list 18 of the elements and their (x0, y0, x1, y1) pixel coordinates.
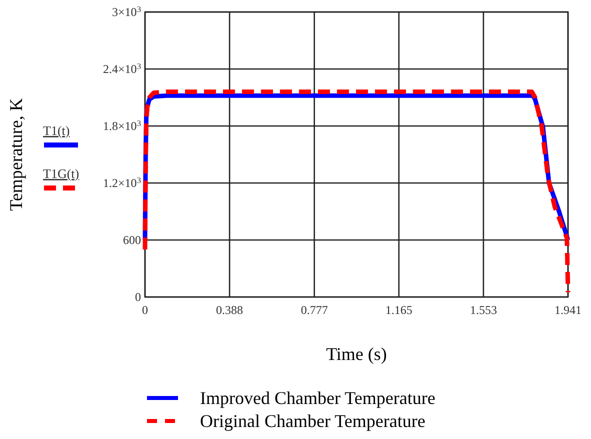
legend-label: Original Chamber Temperature (200, 411, 426, 431)
y-tick-label: 2.4×10$^{3}$ (103, 62, 141, 76)
text: T1G(t) (43, 166, 80, 181)
x-tick-label: 1.165 (385, 303, 412, 317)
x-tick-label: 0.388 (216, 303, 244, 317)
text: T1(t) (43, 123, 70, 138)
y-axis-title: Temperature, K (6, 98, 26, 211)
y-tick-label: 3×10$^{3}$ (112, 4, 141, 19)
line-series (142, 90, 570, 294)
x-axis-title: Time (s) (326, 344, 387, 364)
y-tick-label: 1.2×10$^{3}$ (103, 176, 141, 190)
y-tick-label: 600 (123, 233, 141, 247)
y-tick-label: 0 (135, 290, 141, 304)
y-tick-label: 1.8×10$^{3}$ (103, 118, 141, 133)
x-tick-label: 0.777 (300, 303, 328, 317)
x-tick-label: 1.941 (554, 303, 582, 317)
legend-label: Improved Chamber Temperature (200, 388, 436, 408)
x-tick-label: 1.553 (470, 303, 497, 317)
